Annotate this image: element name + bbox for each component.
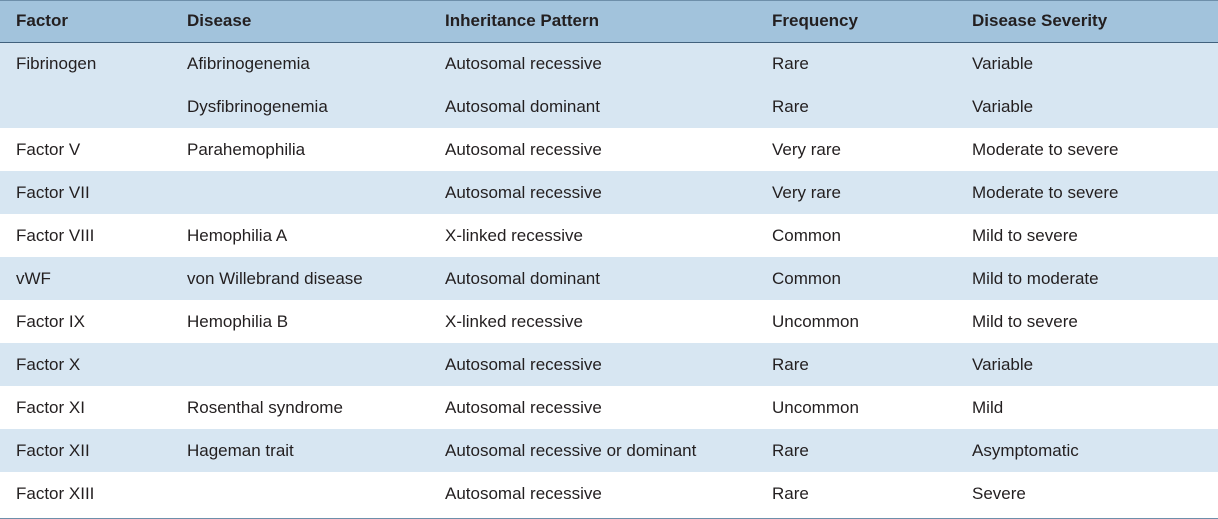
table-row: Factor XI Rosenthal syndrome Autosomal r… bbox=[0, 386, 1218, 429]
cell-disease: Rosenthal syndrome bbox=[187, 397, 343, 417]
table-row: Factor X Autosomal recessive Rare Variab… bbox=[0, 343, 1218, 386]
cell-severity: Mild to severe bbox=[972, 225, 1078, 245]
cell-severity: Variable bbox=[972, 96, 1034, 116]
table-row: Dysfibrinogenemia Autosomal dominant Rar… bbox=[0, 85, 1218, 128]
cell-frequency: Rare bbox=[772, 440, 809, 460]
header-row: Factor Disease Inheritance Pattern Frequ… bbox=[0, 1, 1218, 42]
cell-disease: Dysfibrinogenemia bbox=[187, 96, 328, 116]
cell-severity: Variable bbox=[972, 354, 1034, 374]
table-header: Factor Disease Inheritance Pattern Frequ… bbox=[0, 1, 1218, 42]
cell-frequency: Very rare bbox=[772, 139, 841, 159]
cell-severity: Mild to severe bbox=[972, 311, 1078, 331]
cell-factor bbox=[0, 85, 171, 128]
cell-inheritance: X-linked recessive bbox=[445, 225, 583, 245]
cell-frequency: Rare bbox=[772, 354, 809, 374]
cell-factor: Factor V bbox=[16, 139, 81, 159]
cell-severity: Moderate to severe bbox=[972, 139, 1119, 159]
cell-inheritance: Autosomal recessive or dominant bbox=[445, 440, 697, 460]
cell-inheritance: Autosomal recessive bbox=[445, 53, 602, 73]
cell-frequency: Common bbox=[772, 225, 841, 245]
cell-factor: Factor IX bbox=[16, 311, 85, 331]
cell-factor: Factor X bbox=[16, 354, 81, 374]
column-header-frequency: Frequency bbox=[772, 11, 858, 31]
column-header-inheritance-pattern: Inheritance Pattern bbox=[445, 11, 599, 31]
cell-disease: Afibrinogenemia bbox=[187, 53, 310, 73]
cell-factor: Factor XIII bbox=[16, 483, 95, 503]
table-row: Fibrinogen Afibrinogenemia Autosomal rec… bbox=[0, 42, 1218, 85]
cell-inheritance: X-linked recessive bbox=[445, 311, 583, 331]
cell-factor: Fibrinogen bbox=[16, 53, 97, 73]
cell-severity: Variable bbox=[972, 53, 1034, 73]
cell-inheritance: Autosomal recessive bbox=[445, 182, 602, 202]
cell-inheritance: Autosomal recessive bbox=[445, 397, 602, 417]
table-row: Factor XIII Autosomal recessive Rare Sev… bbox=[0, 472, 1218, 515]
cell-factor: Factor XI bbox=[16, 397, 85, 417]
cell-frequency: Rare bbox=[772, 483, 809, 503]
cell-inheritance: Autosomal recessive bbox=[445, 483, 602, 503]
column-header-disease-severity: Disease Severity bbox=[972, 11, 1108, 31]
cell-frequency: Uncommon bbox=[772, 397, 859, 417]
cell-factor: vWF bbox=[16, 268, 51, 288]
table-body: Fibrinogen Afibrinogenemia Autosomal rec… bbox=[0, 42, 1218, 515]
table-row: Factor VIII Hemophilia A X-linked recess… bbox=[0, 214, 1218, 257]
cell-disease: von Willebrand disease bbox=[187, 268, 363, 288]
cell-factor: Factor VII bbox=[16, 182, 90, 202]
cell-disease bbox=[171, 171, 429, 214]
table-row: vWF von Willebrand disease Autosomal dom… bbox=[0, 257, 1218, 300]
table-row: Factor V Parahemophilia Autosomal recess… bbox=[0, 128, 1218, 171]
cell-factor: Factor VIII bbox=[16, 225, 95, 245]
column-header-factor: Factor bbox=[16, 11, 68, 31]
cell-disease: Hageman trait bbox=[187, 440, 294, 460]
column-header-disease: Disease bbox=[187, 11, 252, 31]
cell-frequency: Common bbox=[772, 268, 841, 288]
table-row: Factor IX Hemophilia B X-linked recessiv… bbox=[0, 300, 1218, 343]
cell-severity: Asymptomatic bbox=[972, 440, 1079, 460]
table-row: Factor VII Autosomal recessive Very rare… bbox=[0, 171, 1218, 214]
cell-disease: Hemophilia B bbox=[187, 311, 289, 331]
cell-inheritance: Autosomal dominant bbox=[445, 268, 600, 288]
cell-frequency: Rare bbox=[772, 53, 809, 73]
cell-inheritance: Autosomal recessive bbox=[445, 354, 602, 374]
cell-disease: Parahemophilia bbox=[187, 139, 306, 159]
cell-disease bbox=[171, 472, 429, 515]
cell-inheritance: Autosomal recessive bbox=[445, 139, 602, 159]
cell-severity: Severe bbox=[972, 483, 1026, 503]
table-row: Factor XII Hageman trait Autosomal reces… bbox=[0, 429, 1218, 472]
cell-frequency: Very rare bbox=[772, 182, 841, 202]
cell-disease: Hemophilia A bbox=[187, 225, 288, 245]
cell-inheritance: Autosomal dominant bbox=[445, 96, 600, 116]
cell-frequency: Uncommon bbox=[772, 311, 859, 331]
cell-severity: Moderate to severe bbox=[972, 182, 1119, 202]
cell-factor: Factor XII bbox=[16, 440, 90, 460]
cell-severity: Mild bbox=[972, 397, 1004, 417]
cell-disease bbox=[171, 343, 429, 386]
cell-frequency: Rare bbox=[772, 96, 809, 116]
cell-severity: Mild to moderate bbox=[972, 268, 1099, 288]
